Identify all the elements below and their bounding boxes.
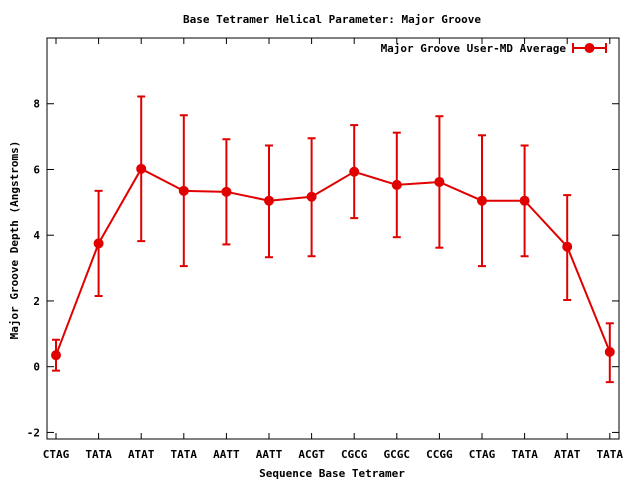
x-tick-label: TATA [85, 448, 112, 461]
y-tick-label: -2 [27, 426, 40, 439]
y-tick-label: 6 [33, 163, 40, 176]
y-tick-label: 0 [33, 361, 40, 374]
plot-frame [46, 37, 620, 440]
y-axis-label: Major Groove Depth (Angstroms) [8, 141, 21, 340]
x-tick-label: CCGG [426, 448, 453, 461]
data-point [604, 346, 615, 357]
x-tick-label: AATT [213, 448, 240, 461]
x-tick-label: CTAG [469, 448, 496, 461]
data-point [519, 195, 530, 206]
x-tick-label: GCGC [384, 448, 411, 461]
y-tick-label: 2 [33, 295, 40, 308]
data-point [51, 350, 61, 361]
x-tick-label: ATAT [554, 448, 581, 461]
x-tick-label: CGCG [341, 448, 368, 461]
data-point [264, 195, 274, 206]
data-point [349, 166, 360, 177]
y-axis: -2 0 2 4 6 8 [27, 98, 619, 439]
x-tick-label: TATA [511, 448, 538, 461]
series-line [55, 167, 611, 356]
x-tick-label: ACGT [298, 448, 325, 461]
data-point [391, 179, 402, 190]
series-layer [51, 95, 615, 384]
legend: Major Groove User-MD Average [381, 42, 607, 55]
data-point [93, 238, 104, 249]
data-point [136, 163, 147, 174]
x-tick-label: AATT [256, 448, 283, 461]
x-axis-label: Sequence Base Tetramer [259, 467, 405, 480]
data-point [434, 176, 445, 187]
data-point [306, 191, 317, 202]
x-axis: CTAG TATA ATAT TATA AATT AATT ACGT CGCG GCGC CCGG… [43, 38, 624, 461]
x-tick-label: TATA [171, 448, 198, 461]
data-point [562, 241, 573, 252]
x-tick-label: ATAT [128, 448, 155, 461]
x-tick-label: TATA [597, 448, 624, 461]
legend-entry-label: Major Groove User-MD Average [381, 42, 567, 55]
legend-marker [584, 43, 595, 53]
x-tick-label: CTAG [43, 448, 70, 461]
data-point [221, 186, 232, 197]
chart-title: Base Tetramer Helical Parameter: Major G… [183, 13, 481, 26]
data-point [477, 195, 487, 206]
y-tick-label: 8 [33, 98, 40, 111]
data-point [178, 185, 189, 196]
y-tick-label: 4 [33, 229, 40, 242]
